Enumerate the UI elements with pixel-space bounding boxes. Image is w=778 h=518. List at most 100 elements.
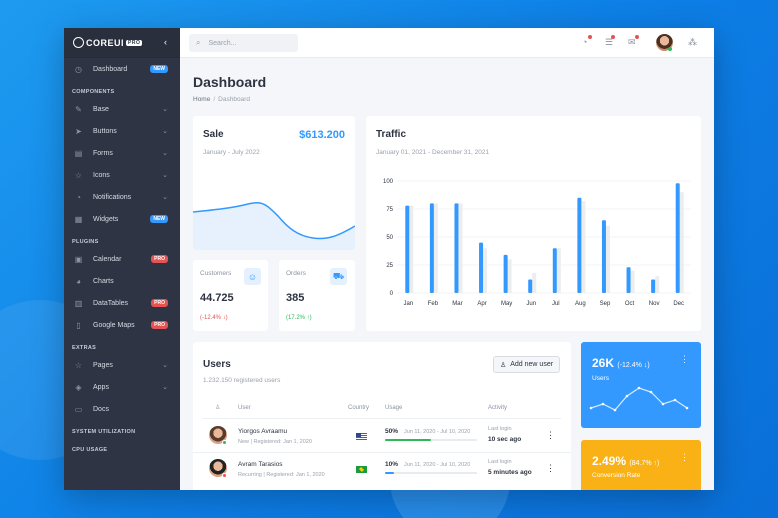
sidebar-item-label: Notifications bbox=[93, 193, 132, 201]
widget-menu-icon[interactable]: ⋮ bbox=[680, 452, 689, 462]
sidebar-section-title: CPU USAGE bbox=[72, 447, 108, 453]
sidebar-item-apps[interactable]: ◈ Apps ⌄ bbox=[64, 376, 180, 398]
sidebar-item-charts[interactable]: ◕ Charts bbox=[64, 270, 180, 292]
traffic-range: January 01, 2021 - December 31, 2021 bbox=[376, 149, 490, 156]
bar[interactable] bbox=[651, 279, 656, 293]
bar[interactable] bbox=[503, 254, 508, 293]
add-new-user-button[interactable]: ♙ Add new user bbox=[493, 356, 560, 373]
customers-label: Customers bbox=[200, 270, 232, 277]
conversion-widget-value: 2.49% (84.7% ↑) bbox=[592, 454, 660, 468]
sidebar-item-label: Pages bbox=[93, 361, 113, 369]
add-user-icon: ♙ bbox=[499, 361, 507, 369]
sidebar-item-google-maps[interactable]: ▯ Google Maps PRO bbox=[64, 314, 180, 336]
users-widget-value: 26K (-12.4% ↓) bbox=[592, 356, 650, 370]
coreui-logo[interactable]: COREUI PRO bbox=[73, 37, 143, 48]
x-tick-label: Dec bbox=[673, 301, 684, 307]
spreadsheet-icon: ▥ bbox=[74, 298, 83, 308]
task-list-icon[interactable]: ☰ bbox=[605, 37, 614, 47]
sidebar-item-label: Apps bbox=[93, 383, 109, 391]
aside-menu-icon[interactable]: ⁂ bbox=[688, 37, 697, 47]
usage-percent: 50% bbox=[385, 428, 399, 435]
logo-pro-badge: PRO bbox=[126, 39, 143, 46]
x-tick-label: May bbox=[501, 301, 512, 307]
sidebar-item-label: Calendar bbox=[93, 255, 122, 263]
sidebar-item-widgets[interactable]: ▦ Widgets NEW bbox=[64, 208, 180, 230]
calculator-icon: ▦ bbox=[74, 214, 83, 224]
bar[interactable] bbox=[479, 242, 484, 293]
bar[interactable] bbox=[626, 267, 631, 293]
sidebar-item-notifications[interactable]: ◔ Notifications ⌄ bbox=[64, 186, 180, 208]
user-meta: New | Registered: Jan 1, 2020 bbox=[238, 439, 312, 445]
add-new-user-label: Add new user bbox=[510, 361, 554, 368]
sidebar-item-dashboard[interactable]: ◷ Dashboard NEW bbox=[64, 58, 180, 80]
tasks-dot bbox=[611, 35, 615, 39]
top-header: ⌕ Search... ◔ ☰ ✉ ⁂ bbox=[180, 28, 714, 58]
col-user: User bbox=[238, 405, 251, 411]
sidebar-item-label: Docs bbox=[93, 405, 109, 413]
last-login-time: 10 sec ago bbox=[488, 436, 522, 443]
sale-line bbox=[193, 202, 355, 240]
bar[interactable] bbox=[429, 203, 434, 293]
sidebar-item-calendar[interactable]: ▣ Calendar PRO bbox=[64, 248, 180, 270]
map-icon: ▯ bbox=[76, 320, 81, 330]
sidebar-item-base[interactable]: ✎ Base ⌄ bbox=[64, 98, 180, 120]
x-tick-label: Sep bbox=[600, 301, 611, 307]
search-input[interactable]: ⌕ Search... bbox=[189, 34, 298, 52]
x-tick-label: Apr bbox=[477, 301, 486, 307]
y-tick-label: 75 bbox=[386, 207, 393, 213]
page-header: Dashboard Home / Dashboard bbox=[193, 74, 266, 103]
bar[interactable] bbox=[405, 205, 410, 293]
bell-icon[interactable]: ◔ bbox=[582, 37, 588, 47]
cart-icon: ⛟ bbox=[330, 268, 347, 285]
bar[interactable] bbox=[675, 183, 680, 293]
bar-background bbox=[532, 272, 537, 293]
col-activity: Activity bbox=[488, 405, 508, 411]
widget-menu-icon[interactable]: ⋮ bbox=[680, 354, 689, 364]
table-row[interactable]: Yiorgos Avraamu New | Registered: Jan 1, … bbox=[193, 422, 571, 453]
sidebar-item-icons[interactable]: ☆ Icons ⌄ bbox=[64, 164, 180, 186]
sidebar-item-docs[interactable]: ▭ Docs bbox=[64, 398, 180, 420]
sidebar-item-buttons[interactable]: ➤ Buttons ⌄ bbox=[64, 120, 180, 142]
sale-range: January - July 2022 bbox=[203, 149, 260, 156]
breadcrumb-home[interactable]: Home bbox=[193, 96, 211, 103]
bar[interactable] bbox=[601, 220, 606, 293]
avatar-status-dot bbox=[668, 47, 672, 51]
chevron-down-icon: ⌄ bbox=[162, 362, 168, 369]
sidebar-badge: PRO bbox=[151, 299, 168, 307]
traffic-title: Traffic bbox=[376, 129, 407, 140]
user-name: Yiorgos Avraamu bbox=[238, 428, 288, 435]
sale-card: Sale $613.200 January - July 2022 bbox=[193, 116, 355, 250]
sidebar-item-label: Buttons bbox=[93, 127, 117, 135]
row-menu-icon[interactable]: ⋮ bbox=[546, 430, 555, 440]
x-tick-label: Jul bbox=[552, 301, 560, 307]
conversion-widget: 2.49% (84.7% ↑) Conversion Rate ⋮ bbox=[581, 440, 701, 490]
user-name: Avram Tarasios bbox=[238, 461, 283, 468]
bar[interactable] bbox=[528, 279, 533, 293]
table-row[interactable]: Avram Tarasios Recurring | Registered: Ja… bbox=[193, 455, 571, 486]
chevron-down-icon: ⌄ bbox=[162, 106, 168, 113]
sidebar-item-label: Dashboard bbox=[93, 65, 128, 73]
usage-progress-bar bbox=[385, 439, 477, 441]
bar[interactable] bbox=[577, 197, 582, 293]
row-menu-icon[interactable]: ⋮ bbox=[546, 463, 555, 473]
bar[interactable] bbox=[454, 203, 459, 293]
sidebar-item-label: Forms bbox=[93, 149, 113, 157]
sidebar-item-label: Charts bbox=[93, 277, 114, 285]
user-avatar[interactable] bbox=[656, 34, 673, 51]
sidebar-item-pages[interactable]: ☆ Pages ⌄ bbox=[64, 354, 180, 376]
users-title: Users bbox=[203, 359, 231, 370]
envelope-icon[interactable]: ✉ bbox=[628, 37, 636, 47]
sidebar-collapse-chevron-icon[interactable]: ‹ bbox=[164, 37, 167, 47]
orders-card: Orders ⛟ 385 (17.2% ↑) bbox=[279, 260, 355, 331]
sidebar-item-label: Base bbox=[93, 105, 109, 113]
sidebar-badge: PRO bbox=[151, 255, 168, 263]
sidebar-item-label: Google Maps bbox=[93, 321, 135, 329]
usage-range: Jun 11, 2020 - Jul 10, 2020 bbox=[404, 462, 471, 468]
sidebar-item-datatables[interactable]: ▥ DataTables PRO bbox=[64, 292, 180, 314]
usage-progress-bar bbox=[385, 472, 477, 474]
chevron-down-icon: ⌄ bbox=[162, 150, 168, 157]
avatar-status-dot bbox=[222, 440, 227, 445]
sidebar-item-forms[interactable]: ▤ Forms ⌄ bbox=[64, 142, 180, 164]
logo-mark-icon bbox=[73, 37, 84, 48]
bar[interactable] bbox=[552, 248, 557, 293]
